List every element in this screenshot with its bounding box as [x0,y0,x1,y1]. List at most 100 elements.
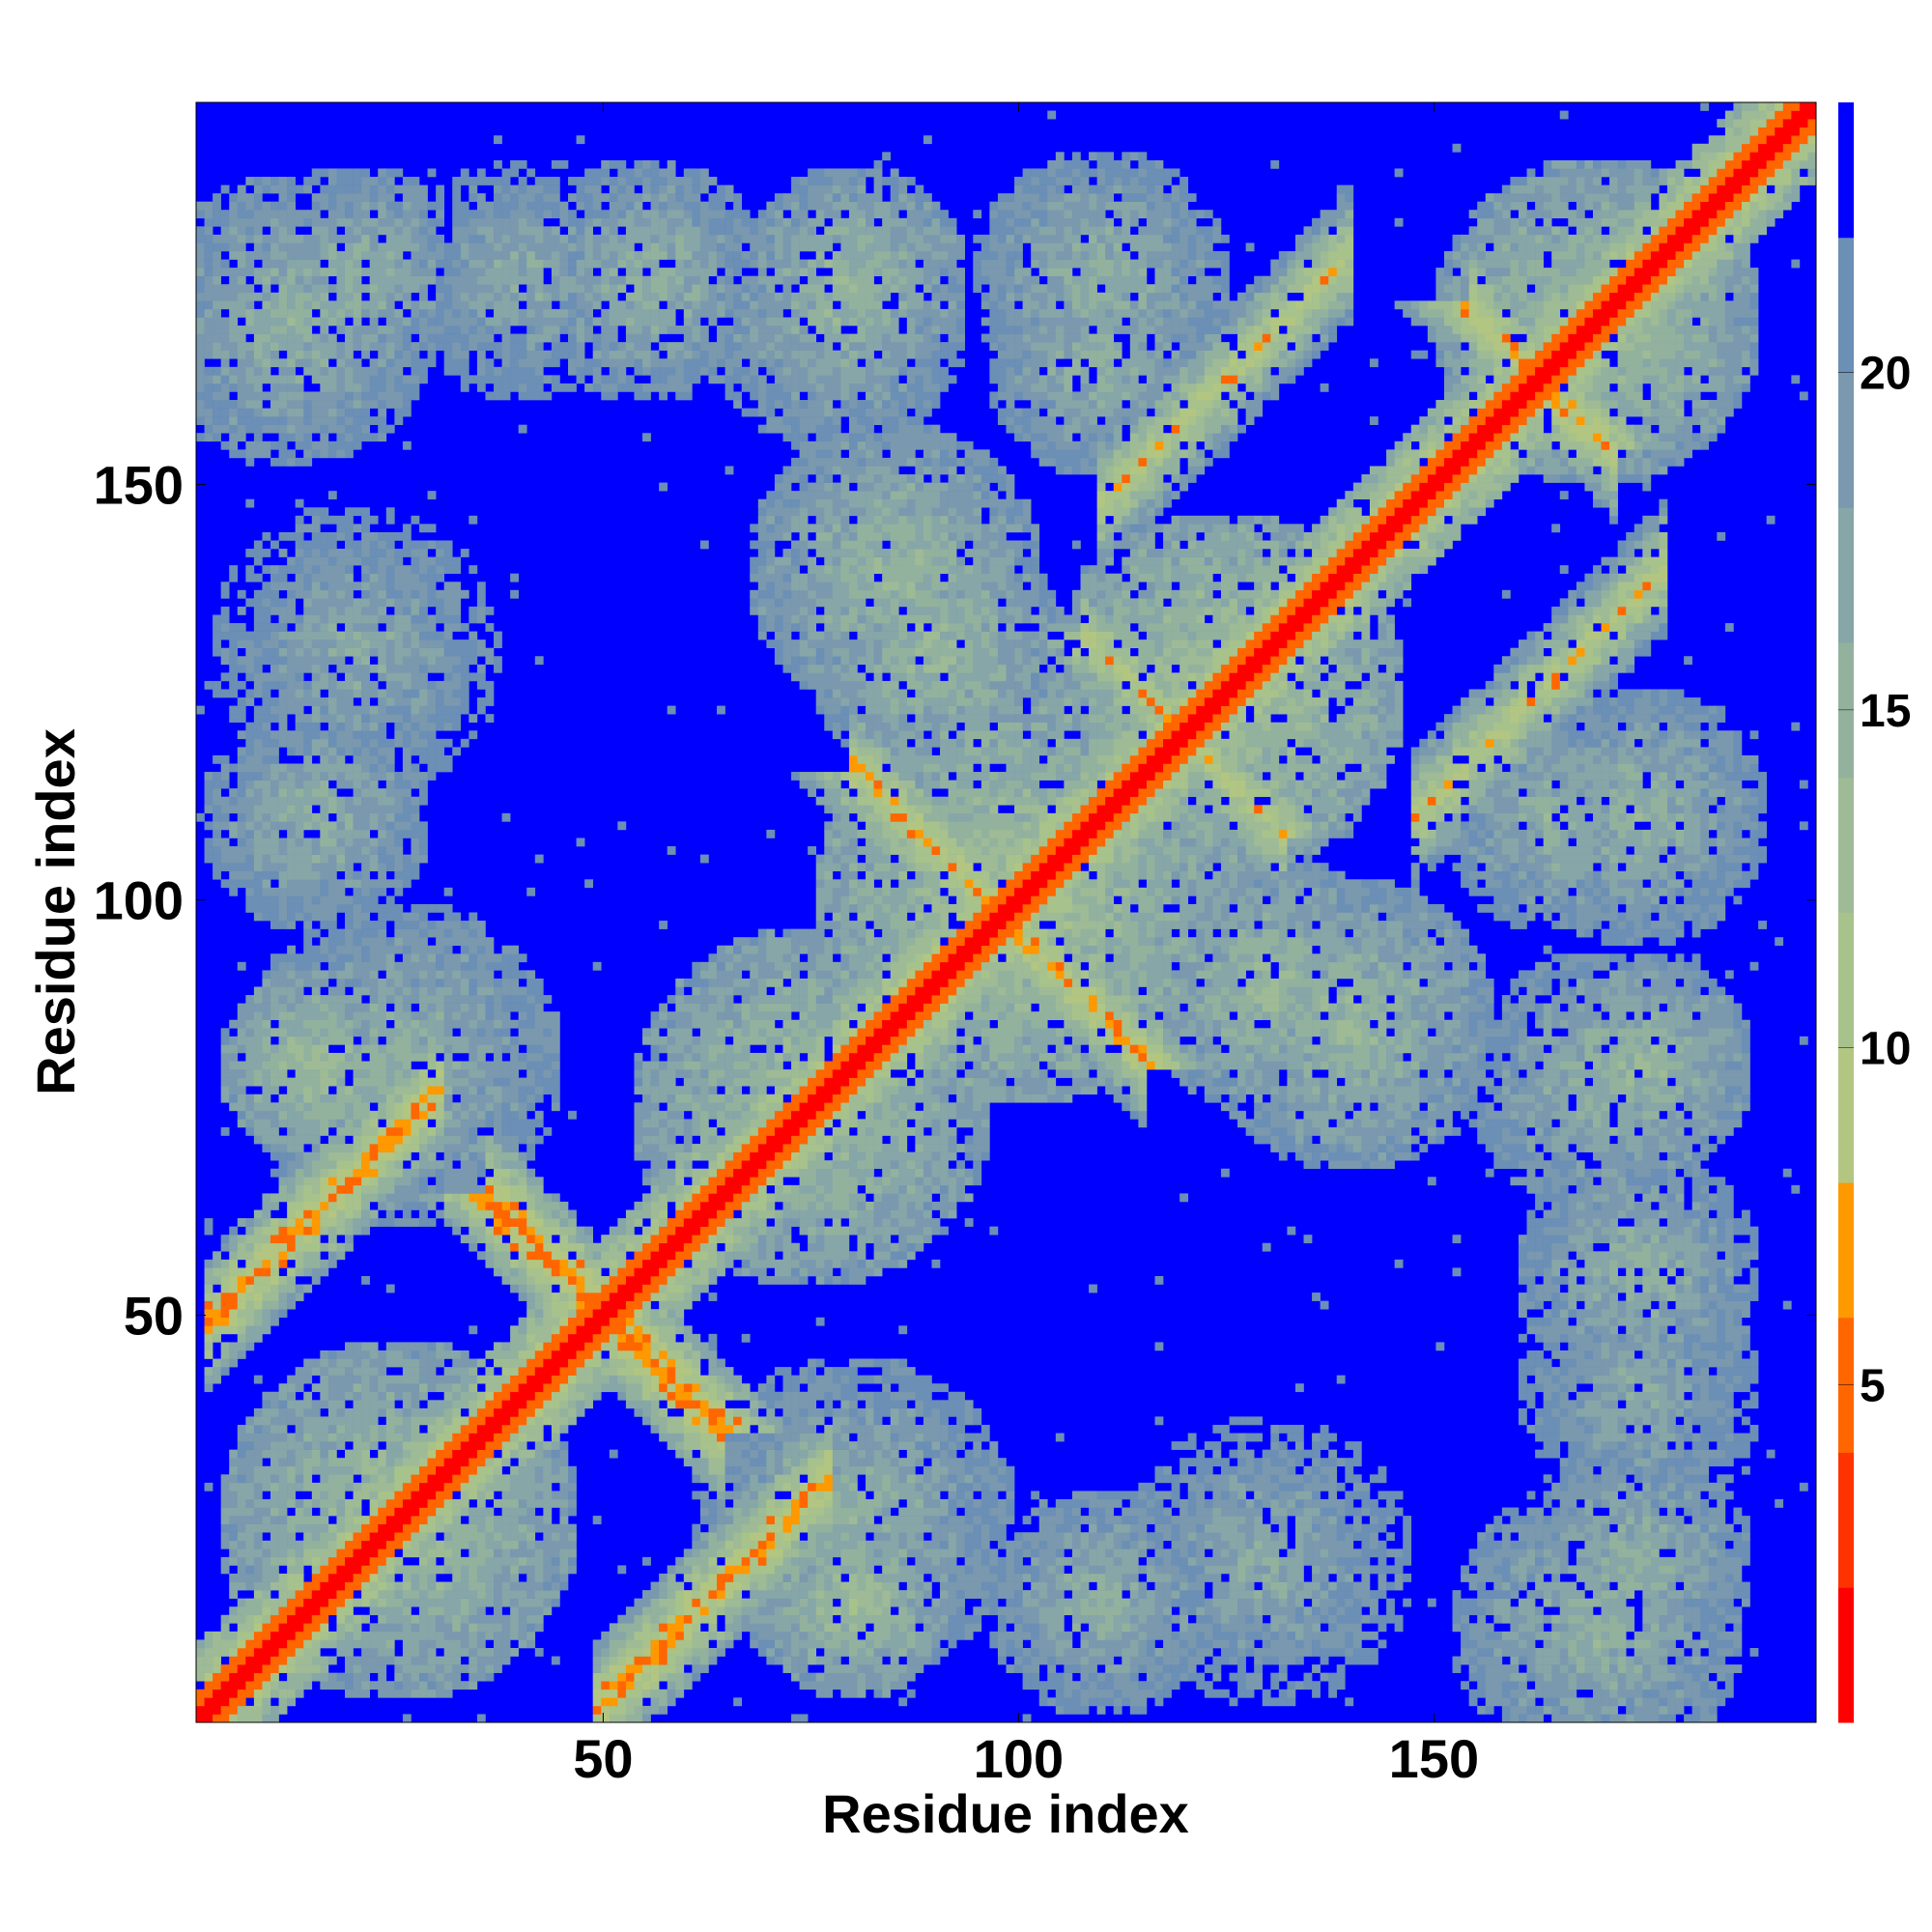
heatmap-cell [436,251,444,260]
heatmap-cell [386,623,395,632]
heatmap-cell [328,730,337,739]
heatmap-cell [270,970,279,979]
heatmap-cell [238,1458,246,1466]
heatmap-cell [452,1011,461,1020]
heatmap-cell [419,1582,428,1591]
heatmap-cell [312,1606,321,1615]
heatmap-cell [287,821,296,830]
heatmap-cell [436,979,444,987]
heatmap-cell [303,1657,312,1665]
heatmap-cell [510,1508,519,1517]
heatmap-cell [403,632,412,640]
heatmap-cell [328,607,337,615]
heatmap-cell [238,1466,246,1475]
heatmap-cell [262,987,270,996]
heatmap-cell [411,747,419,755]
heatmap-cell [361,391,370,400]
heatmap-cell [336,1574,345,1582]
heatmap-cell [469,1639,477,1648]
heatmap-cell [262,1144,270,1152]
heatmap-cell [205,235,213,243]
heatmap-cell [469,995,477,1004]
heatmap-cell [510,1193,519,1202]
heatmap-cell [328,895,337,904]
heatmap-cell [403,1639,412,1648]
heatmap-cell [254,218,263,227]
heatmap-cell [469,1590,477,1599]
heatmap-cell [262,763,270,772]
heatmap-cell [386,532,395,541]
heatmap-cell [254,1260,263,1268]
heatmap-cell [452,913,461,922]
heatmap-cell [444,632,453,640]
heatmap-cell [394,723,403,731]
heatmap-cell [510,1648,519,1657]
heatmap-cell [386,1193,395,1202]
heatmap-cell [279,1532,288,1541]
heatmap-cell [386,813,395,822]
heatmap-cell [436,276,444,285]
heatmap-cell [403,1408,412,1417]
heatmap-cell [287,879,296,888]
heatmap-cell [336,1615,345,1624]
heatmap-cell [502,1078,511,1087]
heatmap-cell [394,697,403,706]
heatmap-cell [328,590,337,599]
heatmap-cell [296,326,304,334]
heatmap-cell [205,416,213,425]
heatmap-cell [419,830,428,838]
heatmap-cell [485,1202,494,1210]
heatmap-cell [254,235,263,243]
heatmap-cell [320,574,328,582]
heatmap-cell [221,797,230,806]
heatmap-cell [221,672,230,681]
heatmap-cell [444,1094,453,1103]
heatmap-cell [386,598,395,607]
heatmap-cell [279,648,288,657]
heatmap-cell [279,367,288,376]
heatmap-cell [254,830,263,838]
heatmap-cell [296,1441,304,1450]
heatmap-cell [403,970,412,979]
heatmap-cell [336,639,345,648]
heatmap-cell [428,706,437,715]
heatmap-cell [485,1441,494,1450]
heatmap-cell [361,1037,370,1045]
heatmap-cell [469,1565,477,1574]
heatmap-cell [270,1458,279,1466]
heatmap-cell [245,1251,254,1260]
heatmap-cell [345,1127,354,1136]
heatmap-cell [262,1309,270,1318]
heatmap-cell [394,846,403,855]
heatmap-cell [428,730,437,739]
heatmap-cell [270,598,279,607]
heatmap-cell [494,1574,502,1582]
heatmap-cell [370,797,379,806]
heatmap-cell [386,251,395,260]
heatmap-cell [411,1376,419,1384]
heatmap-cell [452,1037,461,1045]
heatmap-cell [254,557,263,566]
heatmap-cell [254,1491,263,1499]
heatmap-cell [229,367,238,376]
heatmap-cell [444,681,453,690]
heatmap-cell [378,1218,386,1227]
heatmap-cell [394,821,403,830]
heatmap-cell [328,855,337,864]
heatmap-cell [386,1202,395,1210]
heatmap-cell [354,1342,362,1350]
heatmap-cell [428,1657,437,1665]
heatmap-cell [394,929,403,938]
heatmap-cell [245,1491,254,1499]
heatmap-cell [494,632,502,640]
heatmap-cell [245,326,254,334]
heatmap-cell [328,1102,337,1111]
heatmap-cell [196,351,205,359]
heatmap-cell [336,1062,345,1070]
heatmap-cell [411,632,419,640]
heatmap-cell [411,1425,419,1434]
heatmap-cell [477,1425,486,1434]
heatmap-cell [485,334,494,343]
heatmap-cell [485,1416,494,1425]
heatmap-cell [270,1434,279,1442]
